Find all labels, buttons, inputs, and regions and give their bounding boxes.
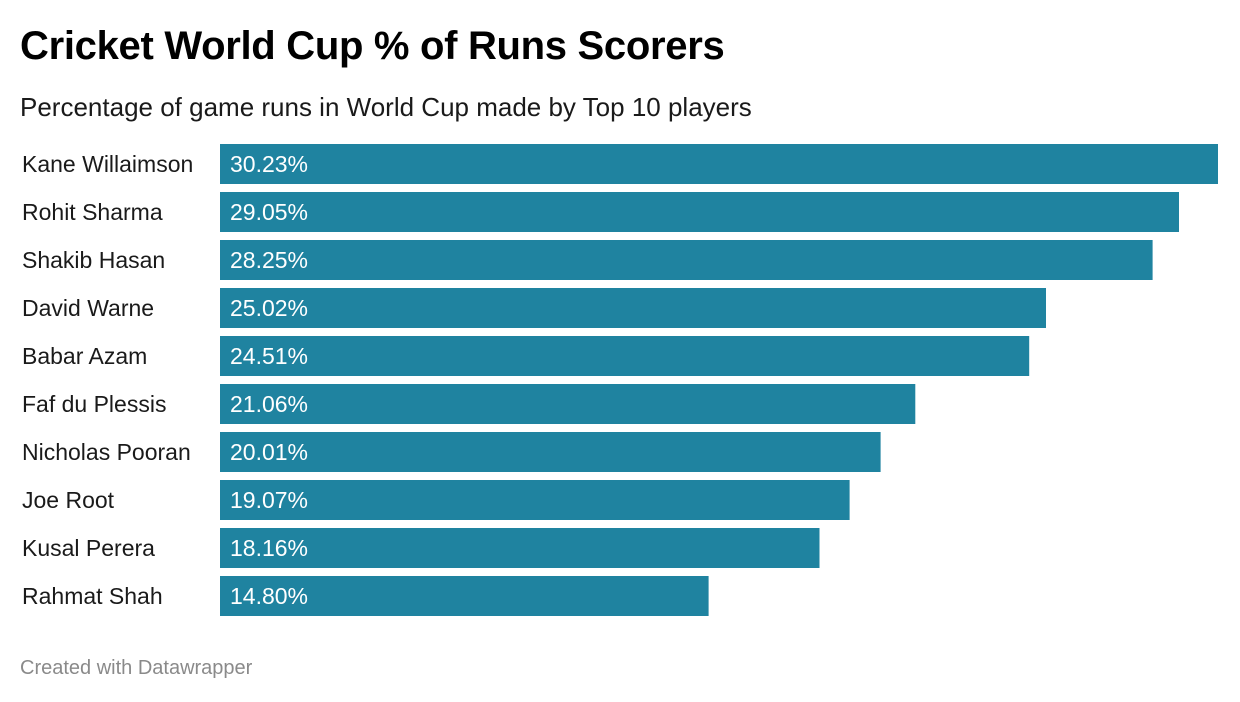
value-label: 14.80% [230, 583, 308, 609]
bar[interactable] [220, 288, 1046, 328]
value-label: 29.05% [230, 199, 308, 225]
bar-row: Nicholas Pooran 20.01% [22, 432, 881, 472]
category-label: Rahmat Shah [22, 583, 163, 609]
category-label: Kusal Perera [22, 535, 155, 561]
category-label: Joe Root [22, 487, 115, 513]
chart-title: Cricket World Cup % of Runs Scorers [20, 24, 725, 68]
bar-row: Shakib Hasan 28.25% [22, 240, 1153, 280]
value-label: 28.25% [230, 247, 308, 273]
bar-row: Rahmat Shah 14.80% [22, 576, 709, 616]
bar-row: Kane Willaimson 30.23% [22, 144, 1218, 184]
category-label: David Warne [22, 295, 154, 321]
value-label: 21.06% [230, 391, 308, 417]
bar[interactable] [220, 528, 820, 568]
chart-subtitle: Percentage of game runs in World Cup mad… [20, 92, 752, 122]
value-label: 19.07% [230, 487, 308, 513]
value-label: 25.02% [230, 295, 308, 321]
bar[interactable] [220, 192, 1179, 232]
bar-row: Babar Azam 24.51% [22, 336, 1030, 376]
bar[interactable] [220, 384, 916, 424]
bar[interactable] [220, 576, 709, 616]
bar[interactable] [220, 432, 881, 472]
category-label: Kane Willaimson [22, 151, 193, 177]
value-label: 24.51% [230, 343, 308, 369]
category-label: Faf du Plessis [22, 391, 166, 417]
category-label: Nicholas Pooran [22, 439, 191, 465]
bar[interactable] [220, 144, 1218, 184]
bar-row: Kusal Perera 18.16% [22, 528, 820, 568]
bar[interactable] [220, 240, 1153, 280]
bar-chart: Kane Willaimson 30.23% Rohit Sharma 29.05% S… [22, 144, 1218, 616]
bars-layer: Kane Willaimson 30.23% Rohit Sharma 29.05% S… [22, 144, 1218, 616]
category-label: Rohit Sharma [22, 199, 163, 225]
bar-row: Joe Root 19.07% [22, 480, 850, 520]
bar-row: Faf du Plessis 21.06% [22, 384, 916, 424]
category-label: Shakib Hasan [22, 247, 165, 273]
value-label: 20.01% [230, 439, 308, 465]
category-label: Babar Azam [22, 343, 147, 369]
bar-row: Rohit Sharma 29.05% [22, 192, 1179, 232]
bar[interactable] [220, 480, 850, 520]
value-label: 18.16% [230, 535, 308, 561]
footer-credit[interactable]: Created with Datawrapper [20, 657, 253, 679]
bar[interactable] [220, 336, 1030, 376]
value-label: 30.23% [230, 151, 308, 177]
bar-row: David Warne 25.02% [22, 288, 1046, 328]
